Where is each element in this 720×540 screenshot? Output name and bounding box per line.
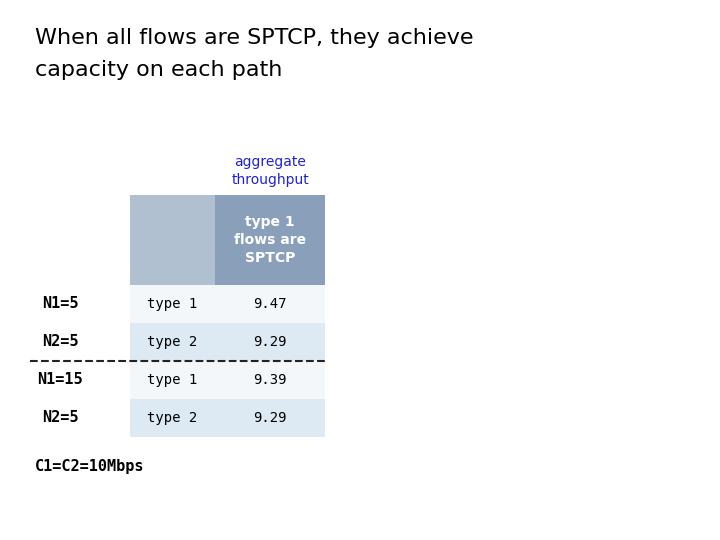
Text: 9.39: 9.39 bbox=[253, 373, 287, 387]
Bar bbox=[130, 285, 215, 323]
Bar bbox=[130, 195, 215, 285]
Text: type 1: type 1 bbox=[148, 297, 197, 311]
Bar bbox=[215, 399, 325, 437]
Text: type 2: type 2 bbox=[148, 411, 197, 425]
Text: N2=5: N2=5 bbox=[42, 334, 78, 349]
Bar bbox=[215, 195, 325, 285]
Bar bbox=[130, 323, 215, 361]
Text: type 1: type 1 bbox=[148, 373, 197, 387]
Text: capacity on each path: capacity on each path bbox=[35, 60, 282, 80]
Text: aggregate
throughput: aggregate throughput bbox=[231, 154, 309, 187]
Text: N1=5: N1=5 bbox=[42, 296, 78, 312]
Text: 9.29: 9.29 bbox=[253, 411, 287, 425]
Text: type 1
flows are
SPTCP: type 1 flows are SPTCP bbox=[234, 214, 306, 265]
Bar bbox=[215, 285, 325, 323]
Bar bbox=[130, 399, 215, 437]
Text: 9.47: 9.47 bbox=[253, 297, 287, 311]
Bar bbox=[215, 323, 325, 361]
Text: 9.29: 9.29 bbox=[253, 335, 287, 349]
Text: When all flows are SPTCP, they achieve: When all flows are SPTCP, they achieve bbox=[35, 28, 474, 48]
Text: C1=C2=10Mbps: C1=C2=10Mbps bbox=[35, 459, 145, 474]
Bar bbox=[130, 361, 215, 399]
Text: N1=15: N1=15 bbox=[37, 373, 83, 388]
Bar bbox=[215, 361, 325, 399]
Text: type 2: type 2 bbox=[148, 335, 197, 349]
Text: N2=5: N2=5 bbox=[42, 410, 78, 426]
